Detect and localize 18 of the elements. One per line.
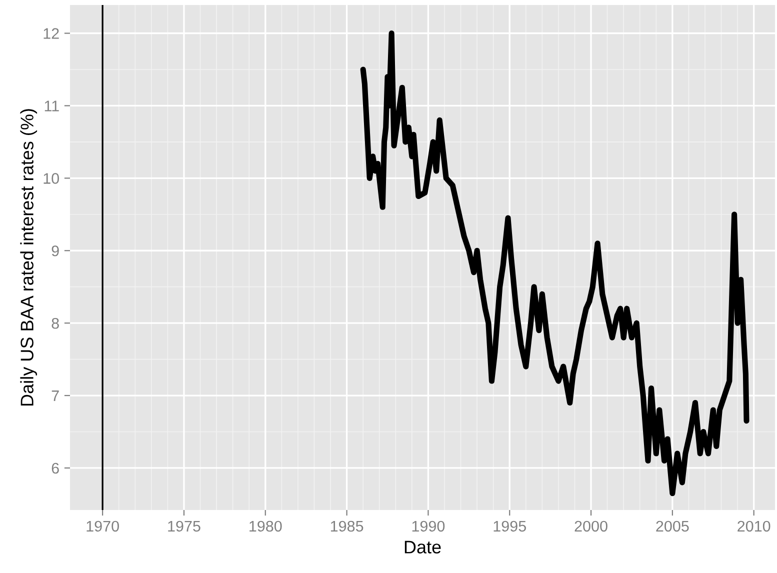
y-axis-title: Daily US BAA rated interest rates (%)	[20, 109, 38, 406]
x-tick-label: 1985	[330, 520, 364, 532]
y-tick-label: 7	[52, 390, 59, 402]
y-tick-label: 6	[52, 462, 59, 474]
x-tick-label: 1980	[250, 520, 282, 532]
y-tick-label: 10	[44, 173, 59, 184]
x-tick-label: 1975	[168, 520, 200, 532]
x-tick-label: 1995	[494, 520, 526, 532]
y-tick-label: 8	[52, 318, 59, 329]
y-tick-label: 12	[44, 28, 59, 39]
x-tick-label: 2005	[656, 520, 689, 532]
x-tick-label: 2000	[574, 520, 608, 532]
y-tick-label: 11	[44, 100, 59, 112]
x-tick-label: 2010	[738, 520, 770, 532]
y-tick-label: 9	[52, 245, 59, 256]
x-tick-label: 1990	[412, 520, 445, 532]
x-tick-label: 1970	[86, 520, 119, 532]
x-axis-title: Date	[404, 540, 441, 554]
